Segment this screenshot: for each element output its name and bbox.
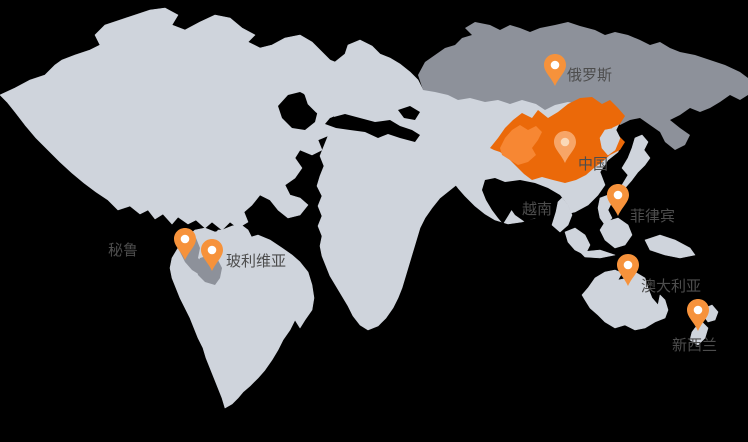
svg-text:越南: 越南 [522, 201, 552, 218]
svg-text:澳大利亚: 澳大利亚 [641, 278, 701, 295]
svg-text:秘鲁: 秘鲁 [108, 242, 138, 259]
svg-text:俄罗斯: 俄罗斯 [567, 67, 612, 84]
svg-text:菲律宾: 菲律宾 [630, 208, 675, 225]
svg-text:中国: 中国 [578, 156, 608, 173]
svg-text:玻利维亚: 玻利维亚 [226, 253, 286, 270]
svg-text:新西兰: 新西兰 [672, 337, 717, 354]
